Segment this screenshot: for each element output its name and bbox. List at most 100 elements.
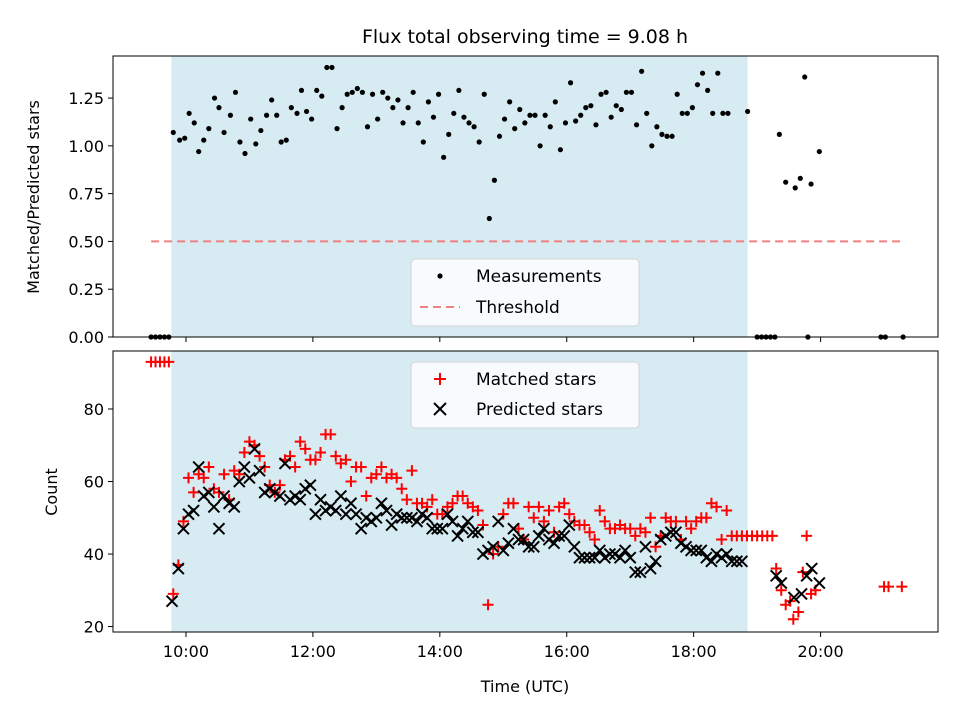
predicted-point	[420, 511, 434, 524]
measurement-point	[517, 106, 523, 113]
predicted-point	[344, 497, 358, 510]
measurement-point	[725, 110, 731, 116]
measurement-point	[441, 154, 447, 160]
legend-predicted-label: Predicted stars	[476, 400, 603, 420]
measurement-point	[588, 103, 594, 109]
predicted-point	[527, 540, 540, 554]
matched-point	[183, 472, 195, 484]
predicted-point	[558, 529, 571, 543]
measurement-point	[344, 91, 350, 97]
bottom-y-tick-label: 40	[84, 545, 104, 564]
measurement-point	[269, 97, 275, 103]
measurement-point	[395, 97, 401, 103]
matched-point	[177, 515, 189, 527]
measurement-point	[644, 110, 650, 116]
matched-point	[533, 501, 545, 513]
predicted-point	[497, 544, 510, 557]
predicted-point	[512, 533, 525, 546]
measurement-point	[639, 68, 645, 74]
measurement-point	[206, 126, 212, 132]
predicted-point	[532, 529, 546, 543]
predicted-point	[187, 504, 200, 517]
measurement-point	[201, 137, 207, 143]
measurement-point	[649, 143, 655, 149]
predicted-point	[603, 547, 617, 561]
measurement-point	[400, 120, 406, 126]
predicted-point	[588, 551, 601, 564]
matched-point	[548, 526, 560, 538]
predicted-point	[400, 511, 414, 524]
predicted-point	[537, 522, 551, 535]
predicted-point	[466, 526, 480, 539]
x-tick-label: 20:00	[798, 642, 844, 661]
top-axes-frame	[112, 55, 939, 338]
matched-point	[624, 523, 636, 535]
measurement-point	[633, 122, 640, 128]
measurement-point	[288, 105, 294, 111]
predicted-point	[410, 515, 424, 528]
matched-point	[315, 447, 327, 459]
predicted-point	[644, 562, 657, 575]
measurement-point	[628, 89, 635, 95]
measurement-point	[466, 120, 472, 126]
matched-point	[284, 450, 296, 462]
top-y-tick-label: 0.25	[68, 280, 104, 299]
matched-point	[584, 526, 596, 538]
predicted-point	[446, 515, 459, 528]
measurement-point	[705, 87, 711, 94]
predicted-point	[720, 547, 733, 561]
measurement-point	[613, 103, 619, 109]
top-panel: 0.00 0.25 0.50 0.75 1.00 1.25 Matched/Predict…	[24, 55, 939, 347]
measurement-point	[329, 64, 335, 71]
matched-point	[589, 534, 601, 546]
measurement-point	[481, 91, 487, 97]
predicted-point	[354, 522, 368, 535]
measurement-point	[715, 70, 721, 76]
measurement-point	[196, 148, 202, 155]
predicted-point	[243, 471, 256, 485]
predicted-point	[669, 526, 683, 539]
measurement-point	[314, 87, 320, 94]
predicted-point	[517, 533, 530, 546]
predicted-point	[238, 460, 251, 474]
measurement-point	[501, 116, 508, 122]
matched-point	[775, 584, 787, 596]
measurement-point	[745, 108, 751, 115]
bottom-y-tick-label: 80	[84, 400, 104, 419]
measurement-point	[309, 116, 315, 122]
matched-point	[299, 443, 311, 455]
predicted-point	[730, 555, 744, 568]
measurement-point	[578, 112, 584, 118]
top-y-ticks: 0.00 0.25 0.50 0.75 1.00 1.25	[68, 89, 113, 347]
measurement-point	[354, 85, 360, 92]
predicted-point	[507, 522, 520, 535]
measurement-point	[792, 185, 798, 191]
matched-point	[563, 508, 575, 520]
matched-point	[787, 613, 799, 625]
predicted-point	[309, 507, 322, 521]
matched-point	[396, 483, 408, 495]
matched-point	[294, 436, 306, 448]
measurement-point	[410, 89, 416, 95]
predicted-point	[624, 551, 637, 564]
measurement-point	[583, 105, 589, 111]
bottom-y-label: Count	[42, 468, 61, 516]
matched-point	[254, 450, 266, 462]
predicted-point	[375, 497, 388, 510]
measurement-point	[211, 95, 218, 101]
measurement-point	[177, 137, 183, 143]
matched-point	[426, 494, 438, 506]
predicted-point	[339, 507, 353, 521]
matched-point	[716, 534, 728, 546]
matched-point	[721, 505, 733, 517]
measurement-point	[471, 124, 477, 130]
matched-point	[528, 512, 540, 524]
measurement-point	[430, 114, 437, 120]
measurement-point	[324, 64, 330, 71]
measurement-point	[669, 133, 675, 139]
predicted-point	[431, 522, 444, 535]
predicted-point	[248, 442, 261, 456]
matched-point	[401, 494, 413, 506]
top-legend: Measurements Threshold	[410, 258, 640, 327]
measurement-point	[420, 139, 426, 145]
